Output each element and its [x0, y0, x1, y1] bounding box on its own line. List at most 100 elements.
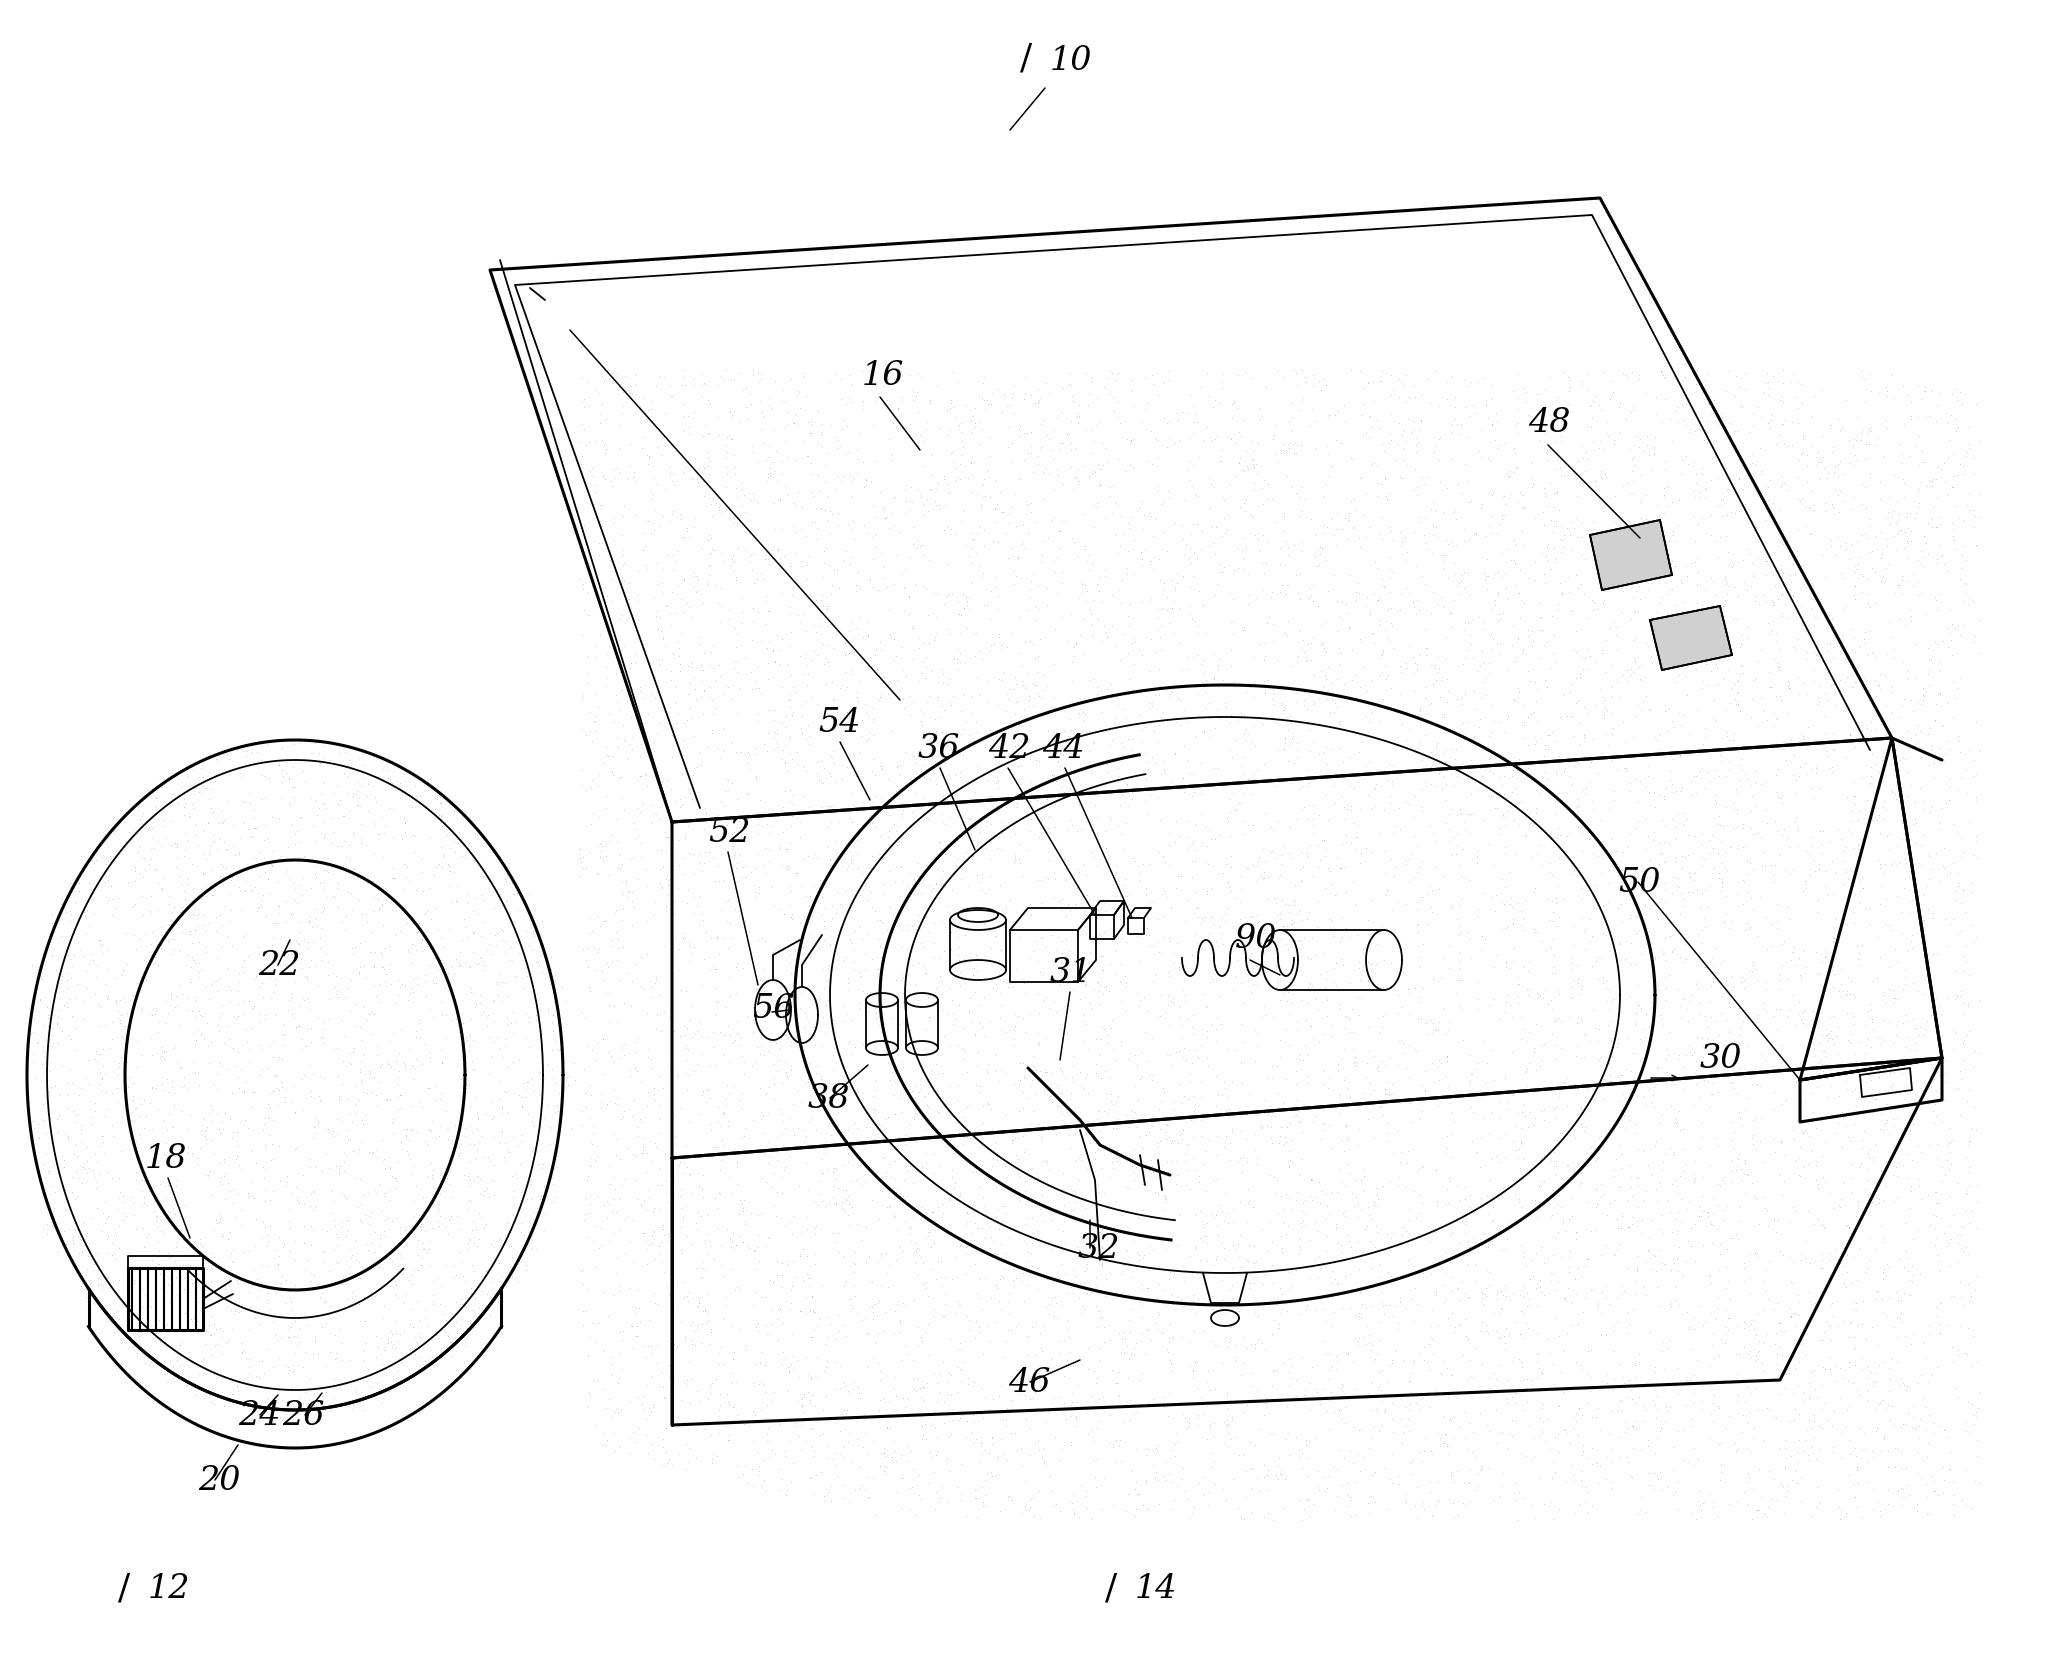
- Point: [1586, 705, 1620, 732]
- Point: [1953, 1173, 1986, 1200]
- Point: [27, 1033, 60, 1059]
- Point: [942, 1120, 975, 1146]
- Point: [1342, 1131, 1375, 1158]
- Point: [1180, 510, 1214, 536]
- Point: [1713, 1267, 1746, 1293]
- Point: [1562, 1218, 1595, 1245]
- Point: [1460, 521, 1493, 548]
- Point: [1209, 1333, 1243, 1360]
- Point: [642, 363, 675, 389]
- Point: [1845, 712, 1878, 739]
- Point: [1963, 1039, 1996, 1066]
- Point: [837, 468, 870, 495]
- Point: [1843, 364, 1876, 391]
- Point: [501, 879, 534, 906]
- Point: [1454, 1068, 1487, 1095]
- Point: [570, 1033, 603, 1059]
- Point: [1435, 1278, 1468, 1305]
- Point: [1591, 1444, 1624, 1470]
- Point: [1945, 555, 1978, 582]
- Point: [646, 854, 679, 881]
- Point: [1464, 1125, 1497, 1151]
- Point: [1628, 774, 1661, 800]
- Point: [615, 1335, 648, 1362]
- Point: [1721, 680, 1754, 707]
- Point: [1779, 635, 1812, 662]
- Point: [234, 1360, 267, 1387]
- Point: [1870, 1250, 1903, 1277]
- Point: [1423, 1008, 1456, 1034]
- Point: [1533, 434, 1566, 461]
- Point: [1611, 877, 1644, 904]
- Point: [422, 1123, 456, 1150]
- Point: [391, 986, 425, 1013]
- Point: [211, 1328, 244, 1355]
- Point: [1903, 1021, 1936, 1048]
- Point: [1164, 862, 1197, 889]
- Point: [454, 1093, 487, 1120]
- Point: [1613, 605, 1646, 632]
- Point: [1251, 864, 1284, 891]
- Point: [1301, 1472, 1334, 1499]
- Point: [1547, 359, 1580, 386]
- Point: [253, 1079, 286, 1106]
- Point: [1845, 471, 1878, 498]
- Point: [1914, 715, 1947, 742]
- Point: [650, 866, 683, 892]
- Point: [1477, 386, 1510, 413]
- Point: [828, 1486, 862, 1512]
- Point: [599, 465, 632, 491]
- Point: [663, 1158, 696, 1185]
- Point: [826, 1176, 859, 1203]
- Point: [810, 645, 843, 672]
- Point: [775, 618, 808, 645]
- Point: [449, 914, 483, 941]
- Point: [321, 772, 354, 799]
- Point: [1147, 1079, 1180, 1106]
- Point: [162, 1275, 195, 1302]
- Point: [1740, 1135, 1773, 1161]
- Point: [605, 764, 638, 790]
- Point: [816, 1091, 849, 1118]
- Point: [594, 1043, 628, 1069]
- Point: [1180, 483, 1214, 510]
- Point: [1185, 800, 1218, 827]
- Point: [1046, 847, 1079, 874]
- Point: [1657, 779, 1690, 805]
- Point: [888, 1332, 922, 1359]
- Point: [1528, 1491, 1562, 1517]
- Point: [1361, 1213, 1394, 1240]
- Point: [1031, 592, 1064, 618]
- Point: [973, 1051, 1007, 1078]
- Point: [973, 782, 1007, 809]
- Point: [1735, 952, 1769, 979]
- Point: [1083, 1098, 1116, 1125]
- Point: [468, 1305, 501, 1332]
- Point: [1025, 794, 1058, 820]
- Point: [1953, 1158, 1986, 1185]
- Point: [1243, 1477, 1276, 1504]
- Point: [1876, 1071, 1909, 1098]
- Point: [1636, 1161, 1669, 1188]
- Point: [760, 717, 793, 744]
- Point: [924, 1100, 957, 1126]
- Point: [1193, 1290, 1226, 1317]
- Point: [727, 1123, 760, 1150]
- Point: [1309, 1206, 1342, 1233]
- Point: [630, 1235, 663, 1262]
- Point: [1522, 1188, 1555, 1215]
- Point: [756, 1268, 789, 1295]
- Point: [775, 745, 808, 772]
- Point: [1895, 1332, 1928, 1359]
- Point: [1526, 1250, 1559, 1277]
- Point: [1147, 877, 1180, 904]
- Point: [1464, 685, 1497, 712]
- Point: [1127, 851, 1160, 877]
- Point: [1891, 528, 1924, 555]
- Point: [1122, 1481, 1156, 1507]
- Point: [1276, 906, 1309, 932]
- Point: [1622, 1340, 1655, 1367]
- Point: [236, 1168, 269, 1195]
- Point: [975, 964, 1009, 991]
- Point: [1470, 1318, 1504, 1345]
